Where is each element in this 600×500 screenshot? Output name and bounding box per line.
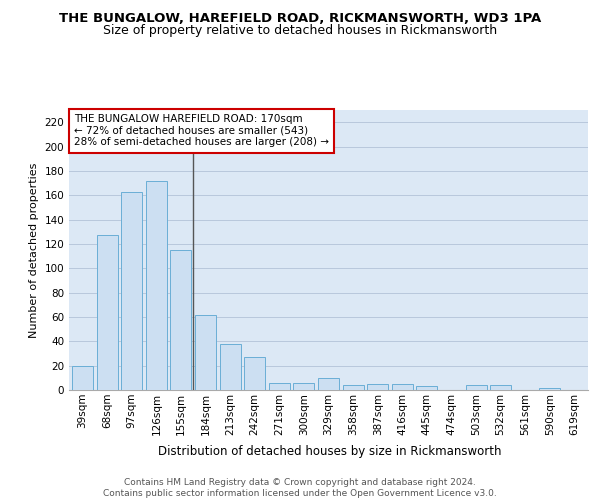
Bar (293, 382, 314, 390)
Bar (244, 357, 265, 390)
Bar (72, 366, 93, 390)
Bar (121, 192, 142, 390)
Text: THE BUNGALOW, HAREFIELD ROAD, RICKMANSWORTH, WD3 1PA: THE BUNGALOW, HAREFIELD ROAD, RICKMANSWO… (59, 12, 541, 26)
Bar (318, 378, 339, 390)
Text: THE BUNGALOW HAREFIELD ROAD: 170sqm
← 72% of detached houses are smaller (543)
2: THE BUNGALOW HAREFIELD ROAD: 170sqm ← 72… (74, 114, 329, 148)
Bar (97, 236, 118, 390)
Bar (367, 384, 388, 390)
Text: Contains HM Land Registry data © Crown copyright and database right 2024.
Contai: Contains HM Land Registry data © Crown c… (103, 478, 497, 498)
Bar (269, 382, 290, 390)
Bar (195, 314, 216, 390)
Bar (343, 385, 364, 390)
Bar (416, 386, 437, 390)
Bar (466, 385, 487, 390)
Y-axis label: Number of detached properties: Number of detached properties (29, 162, 39, 338)
Bar (392, 384, 413, 390)
Text: Distribution of detached houses by size in Rickmansworth: Distribution of detached houses by size … (158, 444, 502, 458)
Bar (170, 250, 191, 390)
Bar (220, 344, 241, 390)
Bar (490, 385, 511, 390)
Bar (539, 388, 560, 390)
Text: Size of property relative to detached houses in Rickmansworth: Size of property relative to detached ho… (103, 24, 497, 37)
Bar (146, 180, 167, 390)
